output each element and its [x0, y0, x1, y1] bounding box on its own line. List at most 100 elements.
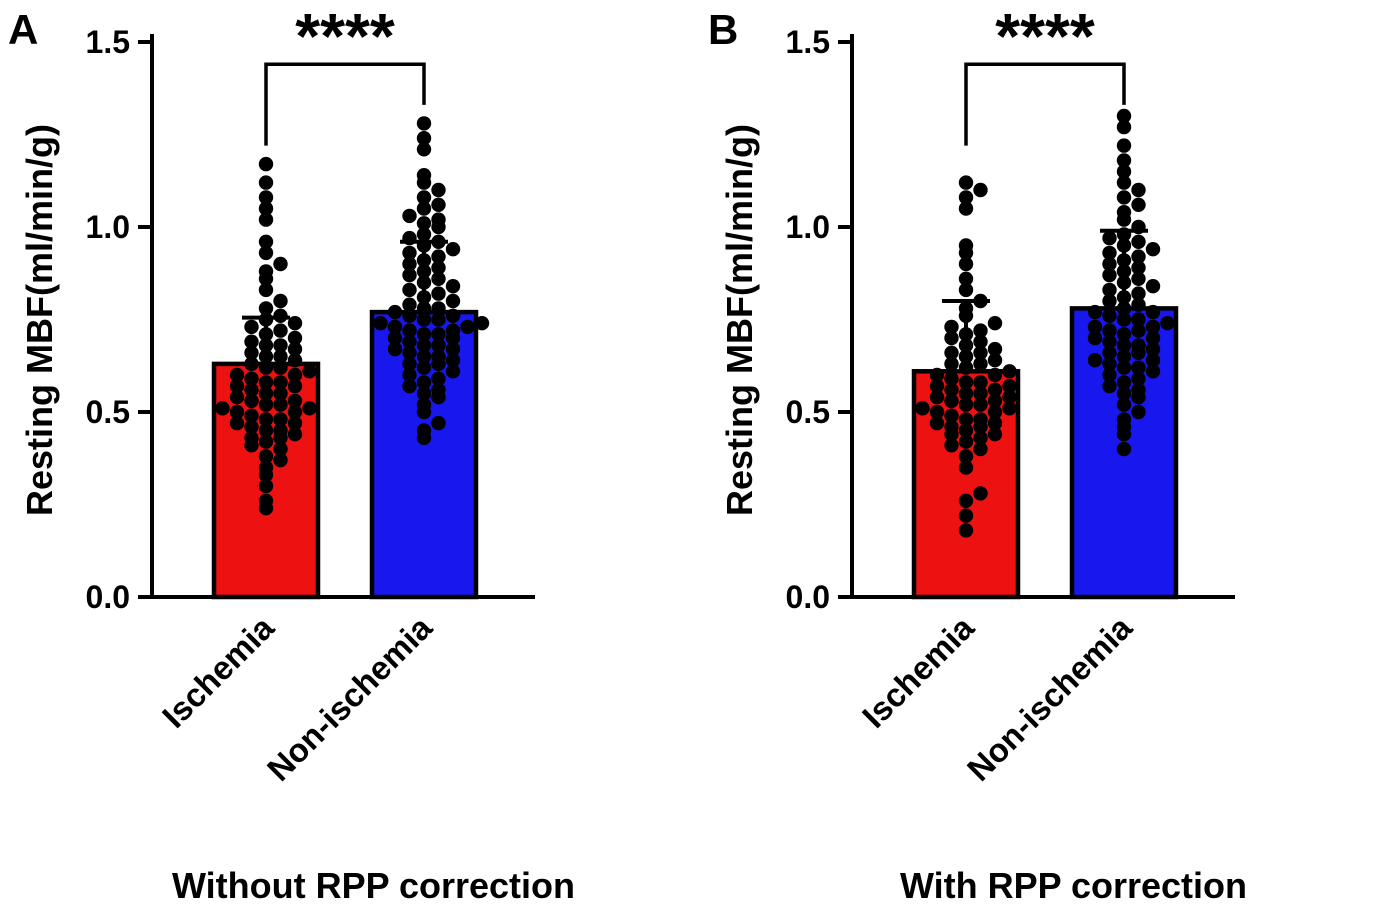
data-point	[416, 116, 432, 131]
dots-ischemia	[215, 156, 317, 516]
data-point	[1116, 301, 1132, 316]
data-point	[273, 397, 288, 412]
y-axis-label: Resting MBF(ml/min/g)	[719, 124, 760, 516]
data-point	[1145, 319, 1161, 335]
data-point	[958, 360, 974, 375]
data-point	[287, 330, 303, 346]
data-point	[273, 349, 288, 364]
data-point	[1102, 256, 1117, 272]
data-point	[258, 460, 274, 475]
data-point	[1102, 282, 1117, 298]
data-point	[1131, 260, 1146, 275]
data-point	[958, 282, 974, 298]
data-point	[958, 301, 974, 316]
data-point	[1116, 164, 1132, 179]
data-point	[273, 423, 288, 438]
data-point	[1002, 364, 1017, 379]
data-point	[929, 367, 945, 383]
data-point	[258, 190, 274, 205]
data-point	[302, 401, 317, 416]
data-point	[258, 478, 274, 494]
data-point	[431, 301, 446, 316]
data-point	[973, 345, 988, 360]
data-point	[973, 397, 988, 412]
data-point	[258, 234, 274, 249]
y-tick-label: 0.0	[86, 579, 130, 615]
y-axis-label: Resting MBF(ml/min/g)	[19, 124, 60, 516]
data-point	[1131, 286, 1146, 301]
data-point	[1131, 323, 1146, 338]
panel-a-chart: A 0.0 0.5 1.0 1.5 Resting MBF(ml/min/g) Ischem…	[8, 0, 575, 906]
data-point	[402, 334, 417, 349]
data-point	[287, 393, 303, 409]
significance-bracket	[964, 62, 1126, 146]
data-point	[416, 360, 432, 375]
data-point	[1102, 230, 1117, 246]
data-point	[1102, 356, 1117, 372]
data-point	[431, 327, 446, 342]
data-point	[258, 312, 274, 327]
data-point	[1087, 319, 1103, 335]
data-point	[958, 460, 974, 475]
data-point	[273, 386, 288, 401]
data-point	[244, 371, 259, 386]
data-point	[402, 208, 417, 224]
data-point	[258, 327, 274, 342]
data-point	[258, 264, 274, 279]
category-label: Ischemia	[855, 608, 981, 734]
data-point	[416, 327, 432, 342]
data-point	[416, 338, 432, 353]
data-point	[958, 386, 974, 401]
y-tick-label: 1.0	[786, 209, 830, 245]
data-point	[287, 367, 303, 383]
data-point	[416, 238, 432, 253]
data-point	[258, 338, 274, 353]
data-point	[1116, 175, 1132, 190]
data-point	[402, 256, 417, 272]
data-point	[958, 238, 974, 253]
data-point	[431, 338, 446, 353]
data-point	[229, 404, 245, 420]
panel-letter: B	[708, 6, 738, 53]
data-point	[258, 282, 274, 298]
data-point	[1102, 267, 1117, 283]
data-point	[431, 260, 446, 275]
data-point	[244, 356, 259, 372]
data-point	[1002, 378, 1017, 394]
data-point	[387, 341, 403, 357]
data-point	[944, 393, 959, 409]
data-point	[244, 345, 259, 360]
data-point	[929, 390, 945, 405]
data-point	[445, 341, 461, 357]
panel-letter: A	[8, 6, 38, 53]
data-point	[258, 245, 274, 261]
data-point	[1002, 390, 1017, 405]
data-point	[431, 197, 446, 212]
data-point	[958, 190, 974, 205]
data-point	[416, 190, 432, 205]
data-point	[302, 364, 317, 379]
data-point	[258, 301, 274, 316]
y-tick-label: 1.5	[86, 24, 130, 60]
data-point	[445, 293, 461, 309]
data-point	[258, 375, 274, 390]
data-point	[1131, 371, 1146, 386]
data-point	[958, 449, 974, 464]
data-point	[460, 319, 475, 335]
panel-title: Without RPP correction	[172, 865, 575, 906]
data-point	[944, 382, 959, 397]
data-point	[402, 282, 417, 298]
data-point	[387, 330, 403, 346]
data-point	[1102, 378, 1117, 394]
data-point	[229, 415, 245, 431]
data-point	[1116, 375, 1132, 390]
y-tick-label: 1.0	[86, 209, 130, 245]
data-point	[1087, 353, 1103, 368]
data-point	[273, 441, 288, 457]
data-point	[958, 327, 974, 342]
data-point	[273, 256, 288, 272]
data-point	[287, 427, 303, 442]
data-point	[944, 438, 959, 453]
data-point	[1116, 119, 1132, 135]
